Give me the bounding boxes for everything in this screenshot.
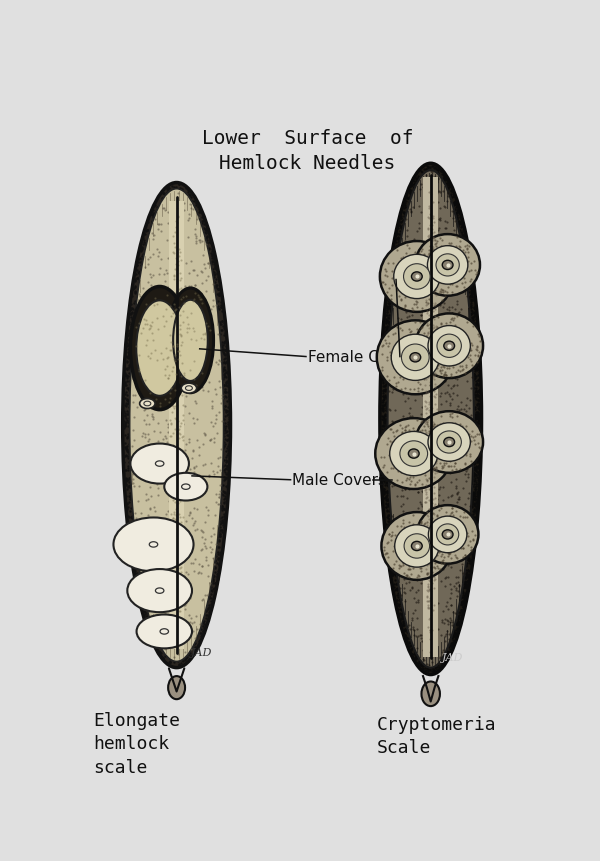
Ellipse shape <box>394 255 440 300</box>
Ellipse shape <box>412 273 422 282</box>
Ellipse shape <box>167 288 214 393</box>
Text: Female Covers: Female Covers <box>308 350 421 364</box>
Ellipse shape <box>410 353 421 362</box>
Ellipse shape <box>377 321 454 395</box>
Ellipse shape <box>437 524 459 545</box>
Ellipse shape <box>442 261 453 270</box>
Ellipse shape <box>404 534 430 559</box>
Ellipse shape <box>436 255 459 276</box>
Ellipse shape <box>428 326 470 367</box>
Ellipse shape <box>181 384 197 393</box>
Ellipse shape <box>444 438 455 447</box>
Polygon shape <box>423 178 439 657</box>
Polygon shape <box>169 201 184 649</box>
Ellipse shape <box>428 424 470 461</box>
Text: JAD: JAD <box>442 652 463 662</box>
Ellipse shape <box>380 164 482 675</box>
Text: JAD: JAD <box>190 647 212 658</box>
Text: Male Covers: Male Covers <box>292 473 386 487</box>
Ellipse shape <box>382 512 452 580</box>
Ellipse shape <box>375 418 452 489</box>
Ellipse shape <box>136 301 183 396</box>
Ellipse shape <box>130 189 224 662</box>
Ellipse shape <box>417 505 478 564</box>
Text: Hemlock Needles: Hemlock Needles <box>220 154 395 173</box>
Ellipse shape <box>395 525 439 567</box>
Ellipse shape <box>404 264 430 290</box>
Ellipse shape <box>130 444 189 484</box>
Ellipse shape <box>442 530 453 539</box>
Ellipse shape <box>401 344 429 371</box>
Ellipse shape <box>421 682 440 706</box>
Ellipse shape <box>437 335 461 358</box>
Ellipse shape <box>427 246 468 285</box>
Ellipse shape <box>173 300 208 381</box>
Ellipse shape <box>437 431 461 454</box>
Ellipse shape <box>391 335 439 381</box>
Ellipse shape <box>127 569 192 612</box>
Ellipse shape <box>389 432 438 476</box>
Ellipse shape <box>400 442 428 467</box>
Ellipse shape <box>428 517 467 553</box>
Ellipse shape <box>444 342 455 351</box>
Ellipse shape <box>130 287 189 410</box>
Ellipse shape <box>140 399 155 409</box>
Ellipse shape <box>388 171 474 668</box>
Text: Cryptomeria
Scale: Cryptomeria Scale <box>377 715 496 756</box>
Ellipse shape <box>168 676 185 699</box>
Ellipse shape <box>113 517 194 572</box>
Ellipse shape <box>412 542 422 551</box>
Ellipse shape <box>415 412 483 474</box>
Text: Lower  Surface  of: Lower Surface of <box>202 128 413 147</box>
Ellipse shape <box>164 474 208 501</box>
Ellipse shape <box>380 242 454 313</box>
Ellipse shape <box>137 615 192 648</box>
Text: Elongate
hemlock
scale: Elongate hemlock scale <box>94 711 181 776</box>
Ellipse shape <box>123 183 230 668</box>
Ellipse shape <box>409 449 419 459</box>
Ellipse shape <box>415 235 480 296</box>
Ellipse shape <box>415 314 483 379</box>
